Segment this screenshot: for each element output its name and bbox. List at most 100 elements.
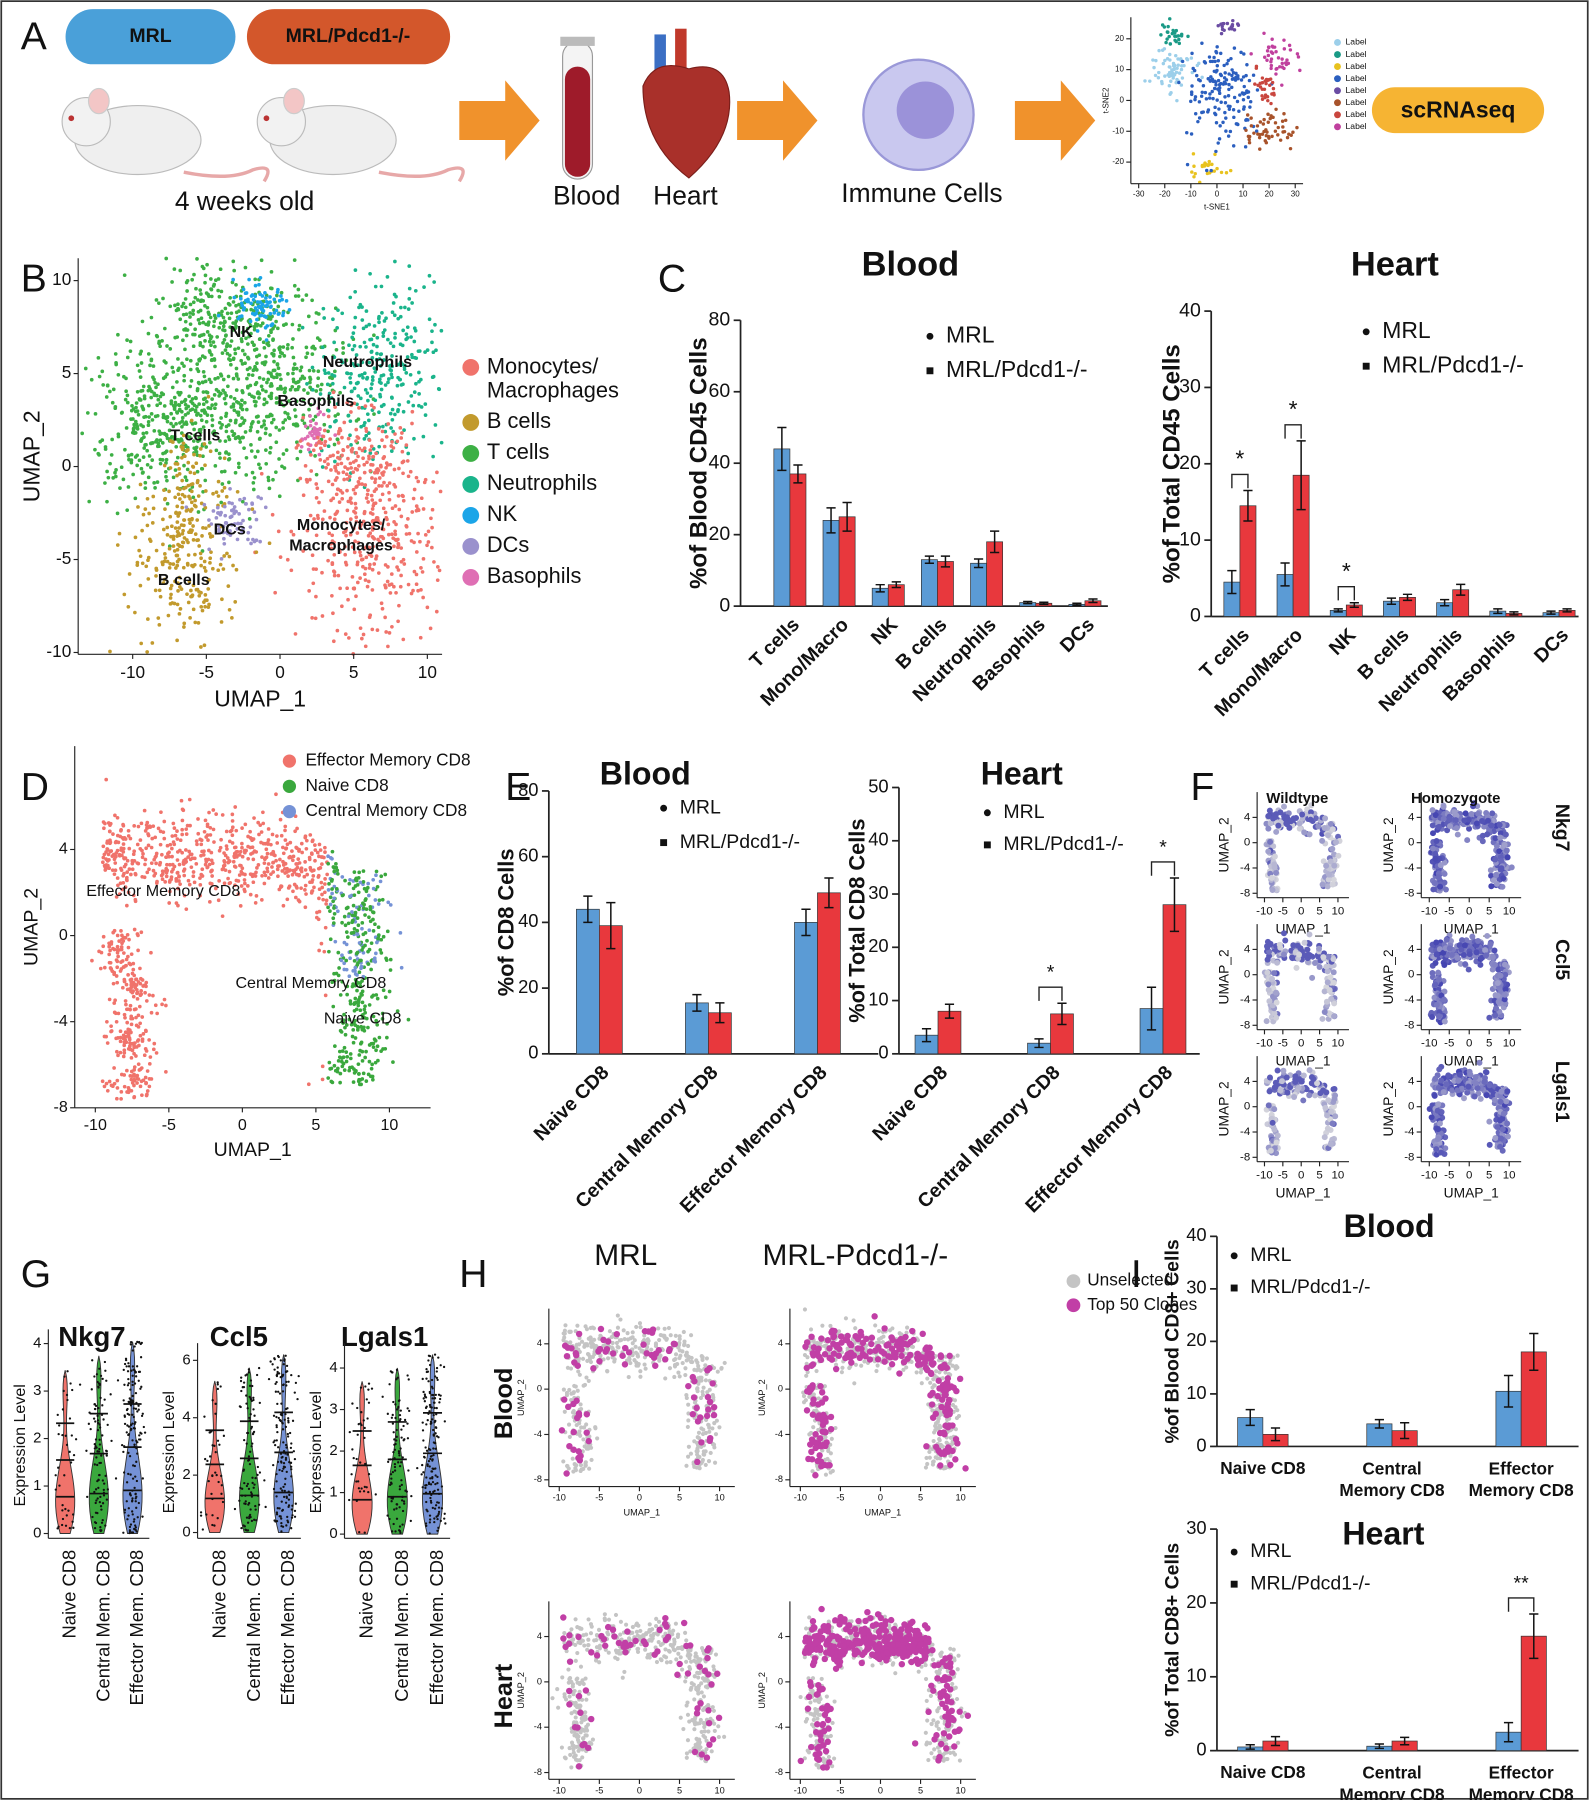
cell-dot bbox=[256, 821, 260, 825]
cell-dot bbox=[264, 874, 268, 878]
cell-dot bbox=[209, 343, 213, 347]
cell-dot bbox=[141, 406, 145, 410]
cell-dot bbox=[283, 867, 287, 871]
cell-dot bbox=[345, 993, 349, 997]
cell-dot bbox=[352, 488, 356, 492]
cell-dot bbox=[352, 1002, 356, 1006]
x-tick-label: -10 bbox=[1256, 906, 1273, 918]
cell-dot bbox=[229, 395, 233, 399]
cell-dot bbox=[430, 340, 434, 344]
cell-dot bbox=[1180, 68, 1183, 71]
cell-dot bbox=[136, 409, 140, 413]
cell-dot bbox=[370, 941, 374, 945]
cell-dot bbox=[205, 291, 209, 295]
cell-dot bbox=[197, 544, 201, 548]
cell-dot bbox=[1274, 67, 1277, 70]
cell-dot bbox=[1266, 99, 1269, 102]
cell-dot bbox=[335, 326, 339, 330]
cell-dot bbox=[1249, 100, 1252, 103]
cell-dot bbox=[1178, 42, 1181, 45]
cell-dot bbox=[223, 505, 227, 509]
cell-dot bbox=[206, 306, 210, 310]
cell-dot bbox=[230, 502, 234, 506]
cell-dot bbox=[315, 496, 319, 500]
cell-dot bbox=[1262, 118, 1265, 121]
cell-dot bbox=[399, 315, 403, 319]
cell-dot bbox=[223, 397, 227, 401]
cell-dot bbox=[308, 414, 312, 418]
cell-dot bbox=[1205, 97, 1208, 100]
cell-dot bbox=[1270, 38, 1273, 41]
cell-dot bbox=[253, 540, 257, 544]
cell-dot bbox=[175, 534, 179, 538]
cell-dot bbox=[331, 1005, 335, 1009]
cell-dot bbox=[283, 829, 287, 833]
cell-dot bbox=[306, 442, 310, 446]
cell-dot bbox=[414, 382, 418, 386]
legend-dot bbox=[283, 754, 296, 767]
cell-dot bbox=[1219, 82, 1222, 85]
cell-dot bbox=[1271, 52, 1274, 55]
cell-dot bbox=[332, 870, 336, 874]
cell-dot bbox=[149, 951, 153, 955]
cell-dot bbox=[308, 866, 312, 870]
cell-dot bbox=[1272, 87, 1275, 90]
cell-dot bbox=[258, 437, 262, 441]
cell-dot bbox=[413, 488, 417, 492]
cell-dot bbox=[228, 344, 232, 348]
cell-dot bbox=[139, 483, 143, 487]
cell-dot bbox=[1200, 111, 1203, 114]
cell-dot bbox=[1203, 161, 1206, 164]
cell-dot bbox=[260, 314, 264, 318]
cell-dot bbox=[166, 502, 170, 506]
cell-dot bbox=[238, 315, 242, 319]
cell-dot bbox=[370, 382, 374, 386]
x-axis-label: UMAP_1 bbox=[214, 685, 306, 711]
cell-dot bbox=[431, 480, 435, 484]
cell-dot bbox=[327, 888, 331, 892]
cell-dot bbox=[102, 820, 106, 824]
cell-dot bbox=[326, 462, 330, 466]
cell-dot bbox=[115, 981, 119, 985]
cell-dot bbox=[136, 997, 140, 1001]
cell-dot bbox=[1447, 823, 1453, 829]
cell-dot bbox=[440, 441, 444, 445]
cell-dot bbox=[318, 887, 322, 891]
cell-dot bbox=[384, 995, 388, 999]
cell-dot bbox=[416, 507, 420, 511]
cell-dot bbox=[293, 362, 297, 366]
cell-dot bbox=[149, 1055, 153, 1059]
cell-dot bbox=[340, 1030, 344, 1034]
cell-dot bbox=[180, 400, 184, 404]
legend-label: Label bbox=[1346, 37, 1367, 47]
cell-dot bbox=[114, 475, 118, 479]
cell-dot bbox=[177, 492, 181, 496]
cell-dot bbox=[314, 616, 318, 620]
cell-dot bbox=[180, 410, 184, 414]
cell-dot bbox=[301, 416, 305, 420]
cell-dot bbox=[298, 900, 302, 904]
cell-dot bbox=[352, 587, 356, 591]
panel-letter: F bbox=[1191, 766, 1215, 809]
cell-dot bbox=[385, 461, 389, 465]
cell-dot bbox=[250, 449, 254, 453]
cell-dot bbox=[362, 1072, 366, 1076]
cell-dot bbox=[360, 558, 364, 562]
cell-dot bbox=[185, 832, 189, 836]
cell-dot bbox=[370, 1067, 374, 1071]
cell-dot bbox=[183, 518, 187, 522]
cell-dot bbox=[123, 273, 127, 277]
cell-dot bbox=[237, 462, 241, 466]
cell-dot bbox=[396, 410, 400, 414]
cell-dot bbox=[163, 327, 167, 331]
cell-dot bbox=[164, 556, 168, 560]
cell-dot bbox=[322, 950, 326, 954]
cell-dot bbox=[330, 878, 334, 882]
cell-dot bbox=[213, 406, 217, 410]
cell-dot bbox=[269, 446, 273, 450]
cell-dot bbox=[115, 1079, 119, 1083]
cell-dot bbox=[328, 909, 332, 913]
cell-dot bbox=[226, 584, 230, 588]
cell-dot bbox=[1151, 58, 1154, 61]
cell-dot bbox=[1236, 77, 1239, 80]
